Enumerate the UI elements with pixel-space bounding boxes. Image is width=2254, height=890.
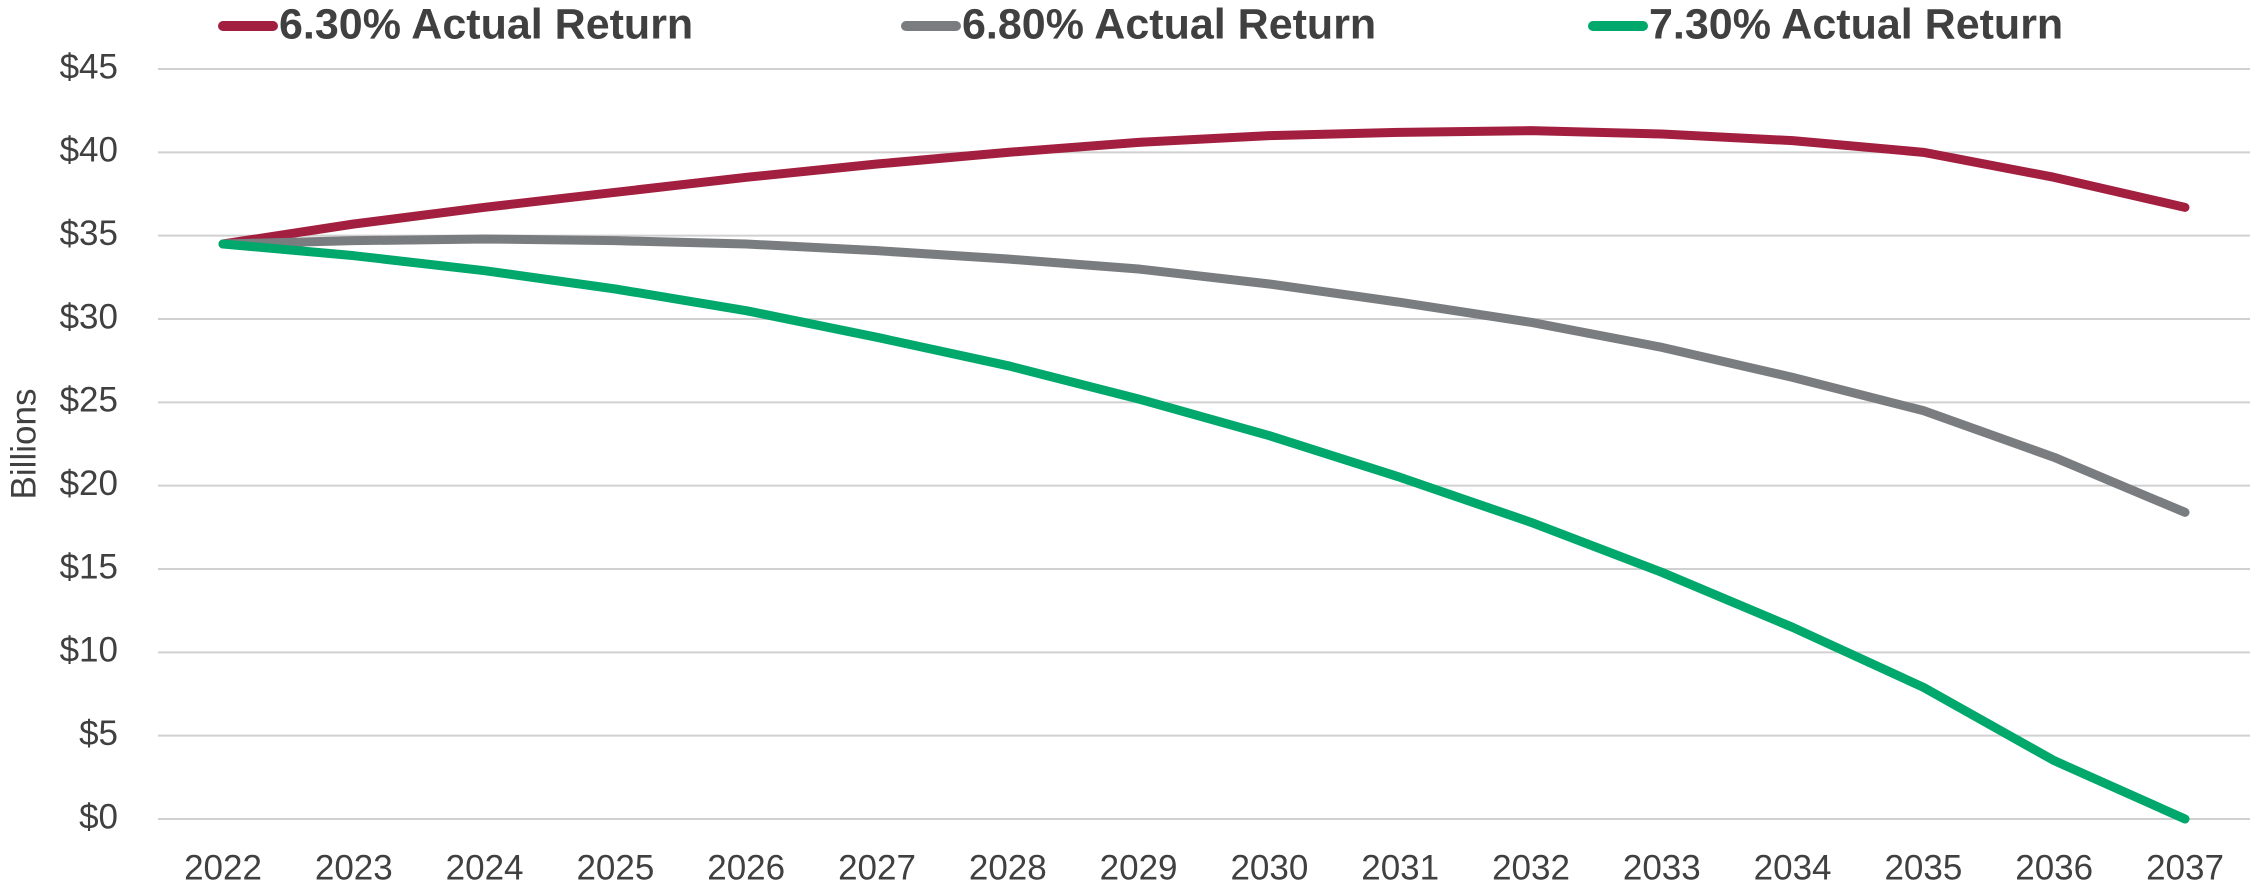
x-tick-label: 2033: [1623, 848, 1701, 887]
series-line: [218, 239, 2190, 824]
x-tick-label: 2022: [184, 848, 262, 887]
y-tick-label: $40: [60, 131, 118, 170]
y-tick-label: $45: [60, 47, 118, 86]
x-tick-label: 2031: [1361, 848, 1439, 887]
x-tick-label: 2034: [1754, 848, 1832, 887]
series-line: [218, 234, 2190, 517]
y-tick-label: $15: [60, 547, 118, 586]
y-tick-label: $0: [79, 797, 118, 836]
x-tick-label: 2035: [1884, 848, 1962, 887]
x-tick-label: 2029: [1100, 848, 1178, 887]
x-tick-label: 2037: [2146, 848, 2224, 887]
x-tick-label: 2036: [2015, 848, 2093, 887]
y-tick-label: $25: [60, 381, 118, 420]
x-tick-label: 2023: [315, 848, 393, 887]
y-axis-title: Billions: [4, 389, 43, 500]
y-tick-label: $35: [60, 214, 118, 253]
x-tick-label: 2032: [1492, 848, 1570, 887]
legend-label: 6.80% Actual Return: [962, 0, 1376, 48]
x-tick-label: 2030: [1230, 848, 1308, 887]
y-tick-label: $20: [60, 464, 118, 503]
x-tick-label: 2024: [446, 848, 524, 887]
x-tick-label: 2025: [576, 848, 654, 887]
y-tick-label: $30: [60, 297, 118, 336]
x-tick-label: 2026: [707, 848, 785, 887]
legend-label: 7.30% Actual Return: [1649, 0, 2063, 48]
y-tick-label: $10: [60, 631, 118, 670]
legend-label: 6.30% Actual Return: [279, 0, 693, 48]
x-tick-label: 2028: [969, 848, 1047, 887]
series-line: [218, 126, 2190, 249]
x-tick-label: 2027: [838, 848, 916, 887]
y-tick-label: $5: [79, 714, 118, 753]
